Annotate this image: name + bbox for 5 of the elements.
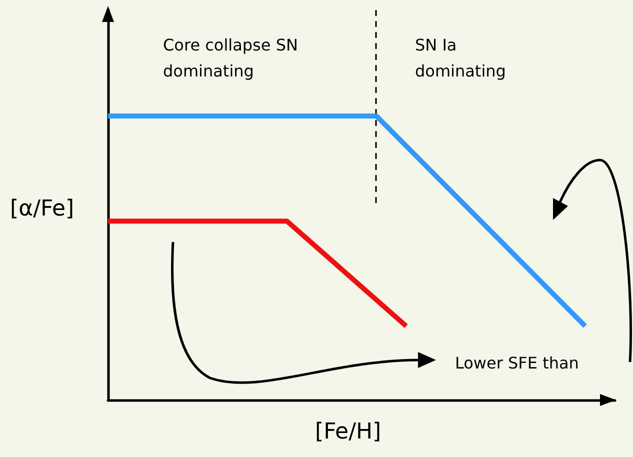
annotation: Lower SFE than [455,354,579,372]
y-axis-title: [α/Fe] [10,196,74,222]
text: Core collapse SN dominating [163,36,304,80]
x-axis-title: [Fe/H] [315,420,382,444]
text: SN Ia dominating [415,36,506,80]
